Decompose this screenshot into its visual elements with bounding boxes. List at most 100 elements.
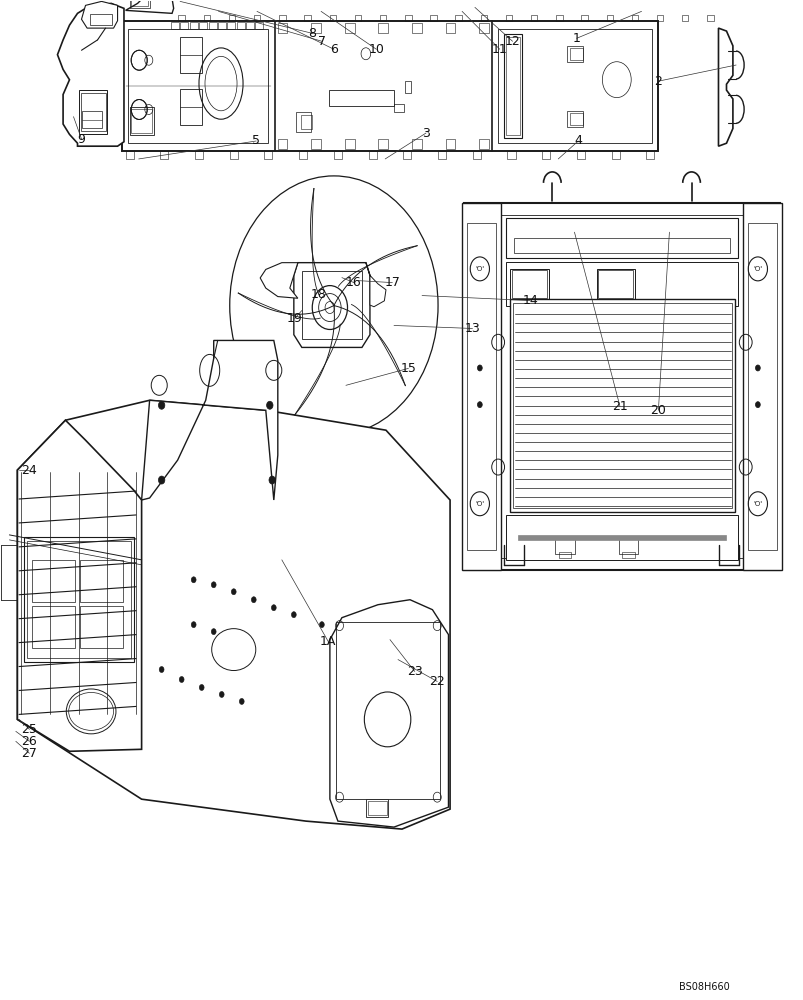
- Bar: [512, 270, 546, 298]
- Bar: [367, 801, 386, 815]
- Bar: [411, 139, 421, 149]
- Bar: [472, 151, 480, 159]
- Bar: [473, 215, 769, 558]
- Polygon shape: [125, 0, 173, 13]
- Bar: [530, 15, 536, 21]
- Bar: [514, 238, 729, 253]
- Polygon shape: [18, 400, 450, 829]
- Polygon shape: [293, 263, 369, 347]
- Bar: [354, 15, 361, 21]
- Bar: [79, 90, 107, 134]
- Bar: [405, 15, 411, 21]
- Bar: [82, 111, 101, 128]
- Text: 8: 8: [308, 27, 316, 40]
- Bar: [311, 139, 320, 149]
- Bar: [510, 299, 735, 512]
- Bar: [403, 151, 411, 159]
- Bar: [89, 14, 112, 25]
- Bar: [621, 552, 634, 558]
- Text: 15: 15: [400, 362, 416, 375]
- Circle shape: [755, 402, 760, 408]
- Bar: [79, 606, 123, 648]
- Circle shape: [291, 612, 296, 618]
- Text: 19: 19: [287, 312, 302, 325]
- Circle shape: [191, 622, 196, 628]
- Circle shape: [179, 677, 184, 682]
- Text: 10: 10: [368, 43, 384, 56]
- Bar: [430, 15, 436, 21]
- Text: 2: 2: [654, 75, 662, 88]
- Circle shape: [251, 597, 256, 603]
- Bar: [24, 537, 134, 662]
- Bar: [743, 203, 781, 570]
- Text: 3: 3: [422, 127, 430, 140]
- Bar: [277, 23, 287, 33]
- Bar: [180, 22, 188, 29]
- Bar: [541, 151, 549, 159]
- Bar: [479, 139, 488, 149]
- Bar: [333, 151, 341, 159]
- Bar: [505, 37, 520, 135]
- Bar: [129, 107, 153, 135]
- Text: 11: 11: [491, 43, 507, 56]
- Bar: [125, 151, 133, 159]
- Bar: [506, 218, 737, 258]
- Bar: [555, 539, 574, 554]
- Bar: [344, 139, 354, 149]
- Circle shape: [199, 684, 204, 690]
- Text: 25: 25: [22, 723, 37, 736]
- Circle shape: [191, 577, 196, 583]
- Bar: [558, 552, 571, 558]
- Bar: [296, 112, 310, 132]
- Bar: [445, 23, 454, 33]
- Bar: [506, 262, 737, 306]
- Bar: [681, 15, 687, 21]
- Bar: [656, 15, 662, 21]
- Bar: [507, 151, 515, 159]
- Bar: [180, 89, 202, 125]
- Circle shape: [271, 605, 276, 611]
- Bar: [121, 21, 658, 151]
- Circle shape: [335, 629, 340, 635]
- Bar: [462, 203, 500, 570]
- Circle shape: [477, 365, 482, 371]
- Text: 1A: 1A: [320, 635, 336, 648]
- Polygon shape: [329, 600, 448, 827]
- Text: BS08H660: BS08H660: [679, 982, 729, 992]
- Bar: [128, 29, 268, 143]
- Bar: [748, 223, 776, 550]
- Circle shape: [319, 622, 324, 628]
- Bar: [631, 15, 638, 21]
- Text: 17: 17: [384, 276, 400, 289]
- Bar: [380, 15, 385, 21]
- Bar: [255, 22, 263, 29]
- Bar: [277, 139, 287, 149]
- Text: 26: 26: [22, 735, 37, 748]
- Text: 'O': 'O': [752, 266, 761, 272]
- Bar: [236, 22, 244, 29]
- Bar: [479, 23, 488, 33]
- Bar: [513, 303, 732, 508]
- Bar: [503, 34, 521, 138]
- Bar: [577, 151, 585, 159]
- Bar: [218, 22, 226, 29]
- Text: 21: 21: [611, 400, 627, 413]
- Bar: [581, 15, 587, 21]
- Bar: [264, 151, 272, 159]
- Polygon shape: [18, 420, 141, 751]
- Polygon shape: [141, 340, 278, 500]
- Bar: [505, 15, 512, 21]
- Text: 5: 5: [252, 134, 260, 147]
- Bar: [510, 269, 548, 299]
- Bar: [566, 111, 582, 127]
- Text: 22: 22: [429, 675, 445, 688]
- Bar: [199, 22, 207, 29]
- Bar: [203, 15, 210, 21]
- Text: 12: 12: [504, 35, 520, 48]
- Bar: [368, 151, 376, 159]
- Text: 13: 13: [464, 322, 479, 335]
- Bar: [190, 22, 198, 29]
- Polygon shape: [57, 3, 124, 146]
- Bar: [208, 22, 216, 29]
- Bar: [160, 151, 168, 159]
